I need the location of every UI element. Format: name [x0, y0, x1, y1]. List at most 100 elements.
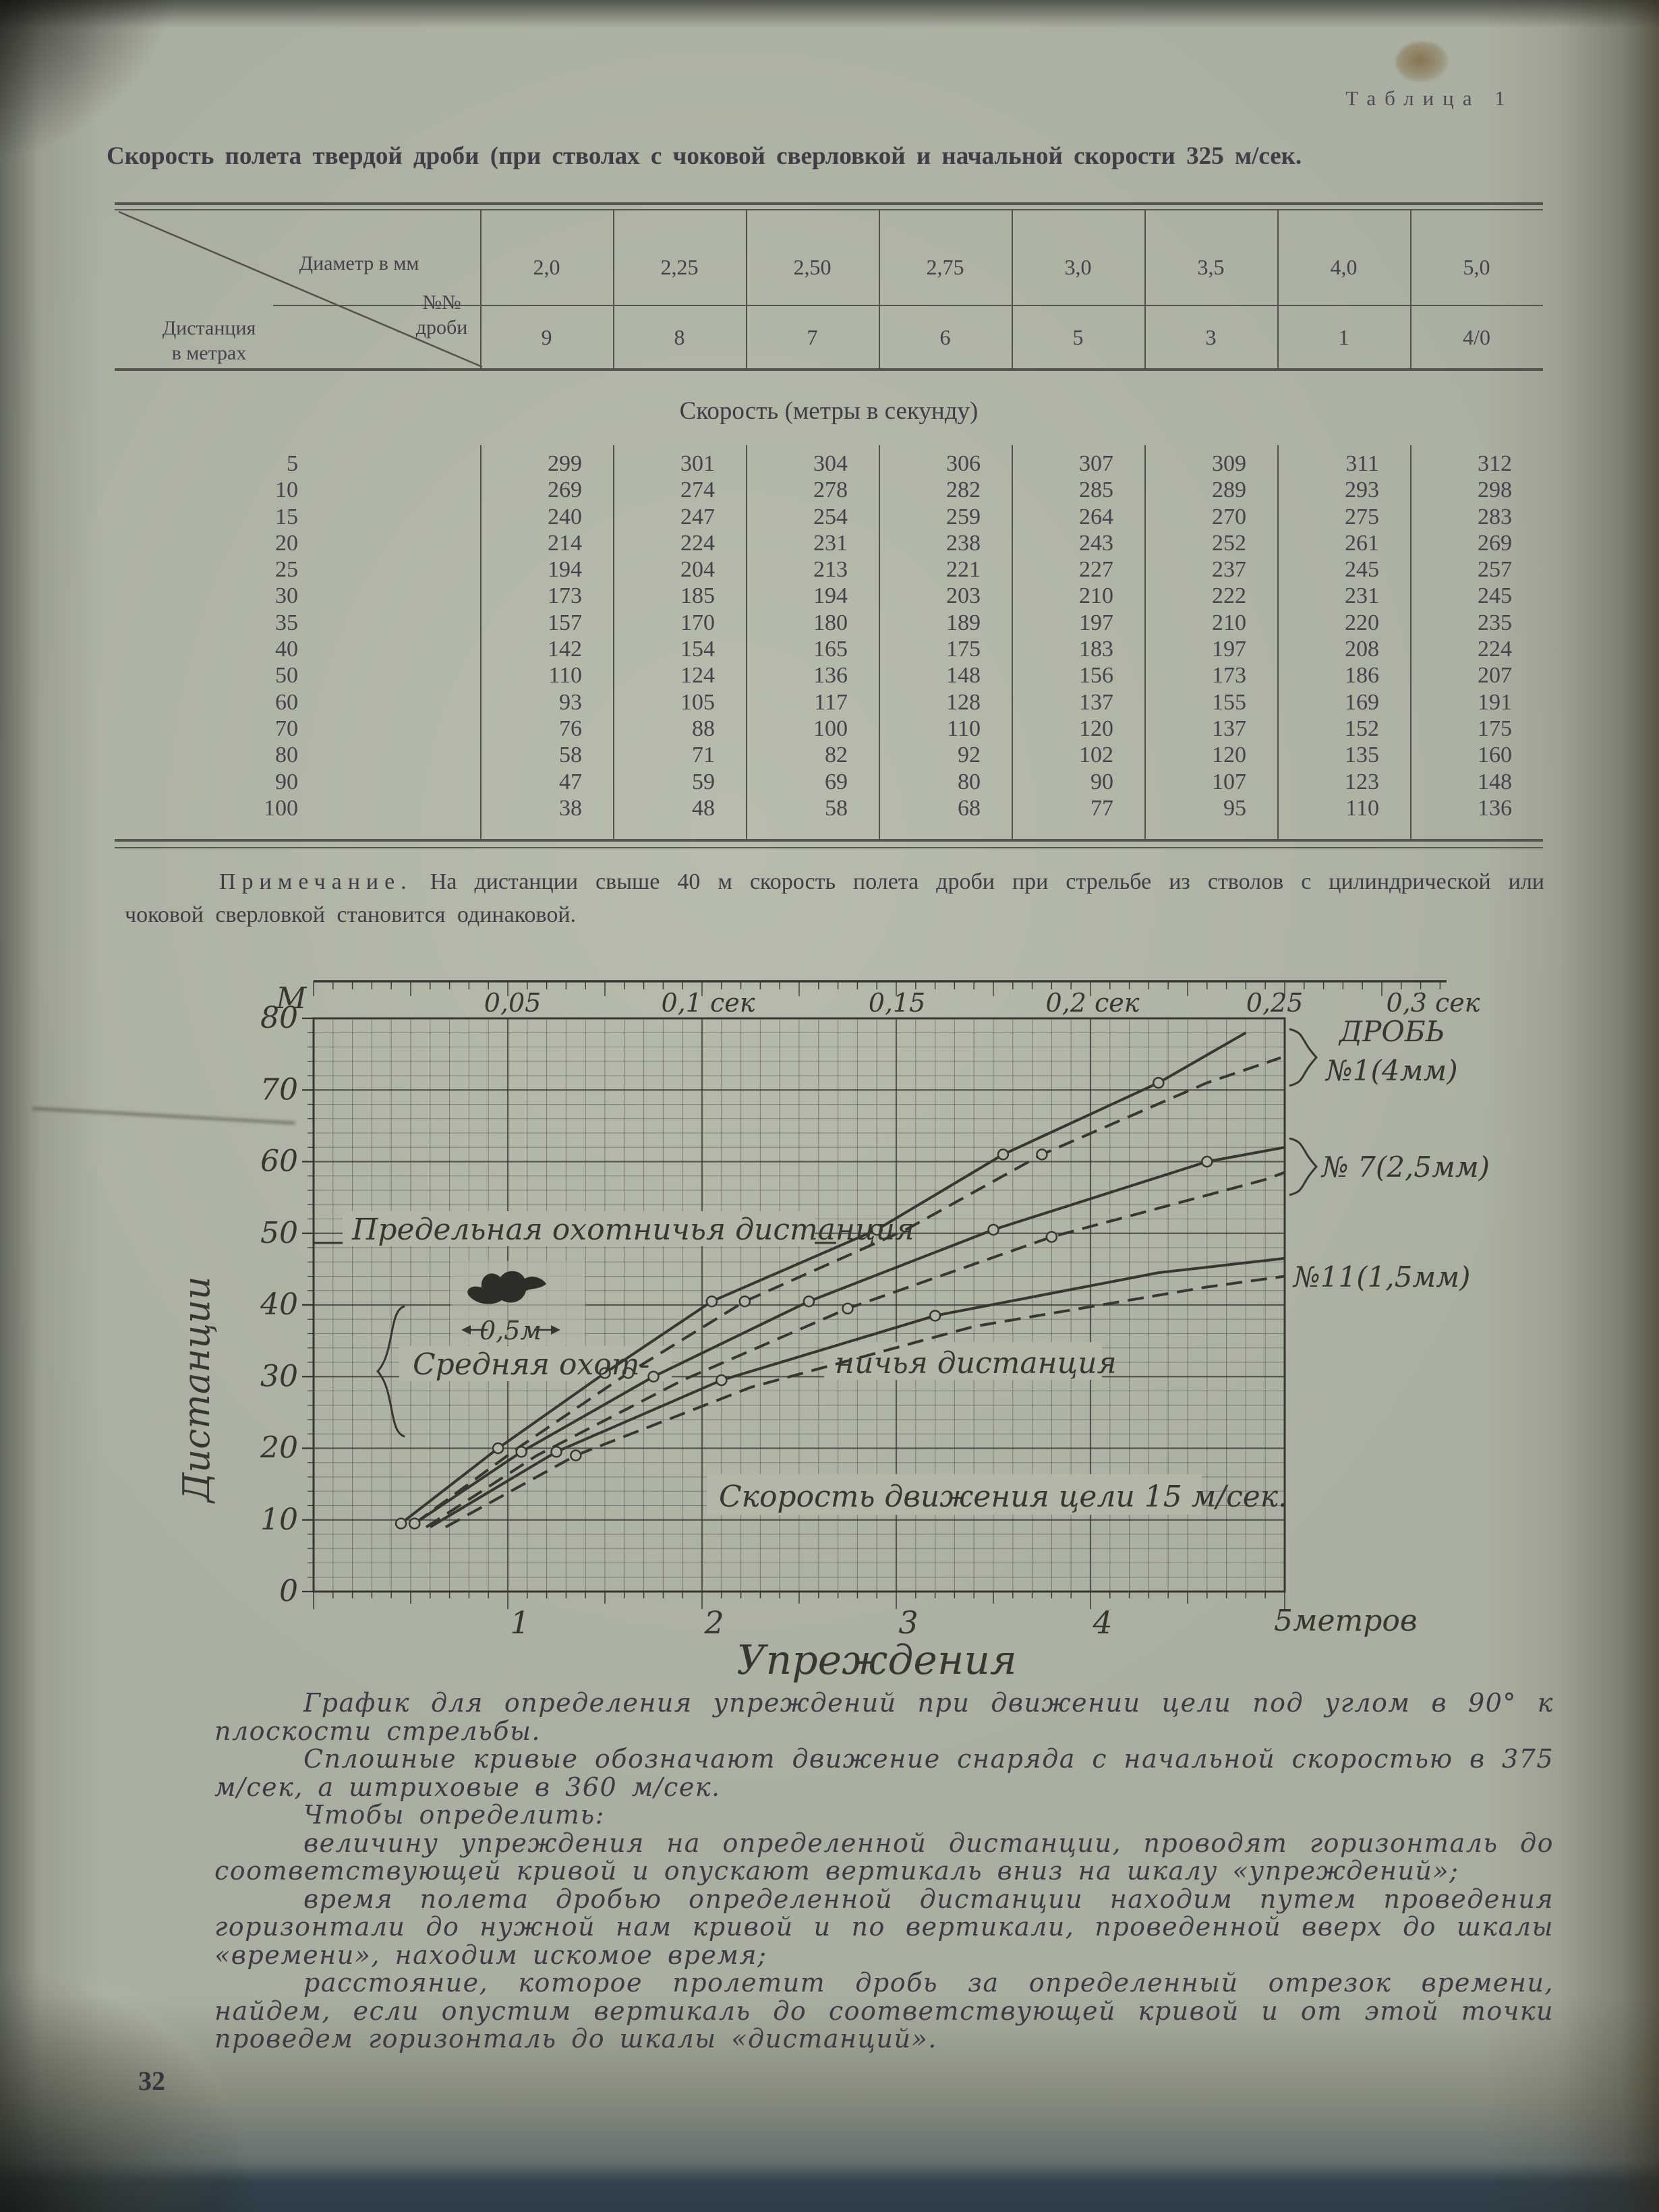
table-row: 157 170 180 189 197 210 220 235 [480, 610, 1543, 636]
velocity-cell: 100 [813, 716, 848, 741]
table-rule-bottom [115, 839, 1543, 842]
body-paragraph: Чтобы определить: [303, 1800, 605, 1830]
velocity-cell: 194 [813, 583, 848, 609]
velocity-cell: 274 [680, 477, 715, 503]
velocity-cell: 48 [692, 795, 715, 821]
data-point-marker [1045, 1231, 1058, 1243]
velocity-cell: 289 [1212, 477, 1246, 503]
shot-number-value: 9 [541, 325, 552, 349]
velocity-cell: 110 [548, 663, 582, 689]
x-tick-label: 2 [703, 1604, 724, 1641]
header-separator [1012, 210, 1013, 368]
velocity-cell: 105 [680, 689, 715, 715]
avg-distance-label-right: ничья дистанция [835, 1346, 1117, 1380]
shot-number-value: 3 [1205, 325, 1217, 349]
target-speed-label: Скорость движения цели 15 м/сек. [719, 1480, 1287, 1514]
legend-brace-no1 [1289, 1028, 1318, 1087]
shot-number-value: 4/0 [1463, 325, 1490, 349]
series-curve [429, 1256, 1285, 1529]
x-tick-label: 4 [1092, 1604, 1112, 1641]
diameter-value: 2,75 [926, 255, 964, 279]
table-row: 58 71 82 92 102 120 135 160 [480, 742, 1543, 768]
velocity-cell: 231 [1345, 583, 1379, 609]
shot-number-values-row: 9 8 7 6 5 3 1 4/0 [480, 325, 1543, 350]
velocity-cell: 123 [1345, 769, 1379, 794]
note-text: На дистанции свыше 40 м скорость полета … [125, 869, 1544, 927]
table-caption: Таблица 1 [1345, 86, 1514, 110]
x-tick-label: 1 [510, 1604, 529, 1641]
velocity-cell: 306 [946, 451, 981, 476]
data-point-marker [871, 1223, 883, 1236]
bird-icon [467, 1271, 546, 1304]
velocity-cell: 269 [548, 477, 582, 503]
distance-cell: 35 [275, 610, 298, 635]
bird-span-label: 0,5м [479, 1316, 542, 1345]
distance-cell: 80 [275, 743, 298, 768]
table-row: 173 185 194 203 210 222 231 245 [480, 583, 1543, 609]
diameter-value: 3,5 [1197, 255, 1225, 279]
header-separator [746, 210, 747, 368]
velocity-cell: 154 [680, 637, 715, 662]
velocity-cell: 299 [548, 451, 582, 476]
table-title: Скорость полета твердой дроби (при ствол… [107, 142, 1302, 170]
table-rule-top2 [115, 209, 1543, 210]
diameter-value: 2,25 [660, 255, 699, 279]
velocity-cell: 38 [559, 795, 582, 821]
velocity-cell: 68 [958, 795, 981, 821]
note-lead: Примечание. [219, 869, 413, 894]
velocity-cell: 312 [1478, 451, 1512, 476]
velocity-cell: 309 [1212, 451, 1246, 476]
velocity-cell: 155 [1212, 689, 1246, 715]
legend-brace-no7 [1289, 1137, 1318, 1196]
y-axis-title: Дистанции [175, 1276, 218, 1503]
velocity-cell: 224 [680, 530, 715, 556]
table-rule-top [115, 202, 1543, 205]
velocity-cell: 311 [1345, 451, 1379, 476]
velocity-cell: 175 [1478, 716, 1512, 741]
data-point-marker [550, 1446, 562, 1458]
avg-distance-label-left: Средняя охот- [413, 1347, 649, 1382]
data-point-marker [842, 1302, 854, 1315]
table-row: 142 154 165 175 183 197 208 224 [480, 636, 1543, 662]
diameter-values-row: 2,0 2,25 2,50 2,75 3,0 3,5 4,0 5,0 [480, 255, 1543, 280]
velocity-cell: 285 [1079, 477, 1113, 503]
time-axis-label: 0,25 [1246, 988, 1304, 1018]
velocity-cell: 269 [1478, 530, 1512, 556]
velocity-cell: 80 [958, 769, 981, 794]
y-tick-label: 80 [260, 1001, 298, 1035]
explanatory-text: График для определения упреждений при дв… [214, 1689, 1554, 2054]
span-arrowhead-left [461, 1325, 471, 1335]
time-axis-label: 0,15 [869, 988, 926, 1018]
label-band [824, 1342, 1102, 1380]
table-row: 299 301 304 306 307 309 311 312 [480, 450, 1543, 477]
header-shot-label-line2: дроби [415, 316, 468, 339]
velocity-cell: 102 [1079, 743, 1113, 768]
velocity-data-grid: 299 301 304 306 307 309 311 312 269 274 278 282 285 2… [480, 450, 1543, 821]
velocity-cell: 282 [946, 477, 981, 503]
header-distance-label: Дистанция в метрах [125, 316, 293, 366]
x-tick-label: 3 [898, 1604, 918, 1641]
data-separator [1144, 445, 1146, 839]
velocity-cell: 160 [1478, 743, 1512, 768]
velocity-cell: 214 [548, 530, 582, 556]
time-axis-label: 0,3 сек [1387, 988, 1480, 1018]
data-separator [1012, 445, 1013, 839]
y-tick-label: 10 [260, 1503, 298, 1537]
data-point-marker [705, 1295, 718, 1308]
velocity-cell: 175 [946, 637, 981, 662]
distance-cell: 25 [275, 557, 298, 583]
velocity-cell: 203 [946, 583, 981, 609]
velocity-cell: 148 [946, 663, 981, 689]
velocity-cell: 259 [946, 504, 981, 529]
header-separator [480, 210, 482, 368]
data-separator [613, 445, 614, 839]
velocity-cell: 231 [813, 530, 848, 556]
header-separator [613, 210, 614, 368]
velocity-cell: 90 [1090, 769, 1113, 794]
velocity-cell: 238 [946, 530, 981, 556]
velocity-cell: 58 [559, 743, 582, 768]
velocity-cell: 293 [1345, 477, 1379, 503]
header-separator [1410, 210, 1411, 368]
data-point-marker [929, 1310, 941, 1322]
distance-cell: 100 [264, 795, 298, 821]
